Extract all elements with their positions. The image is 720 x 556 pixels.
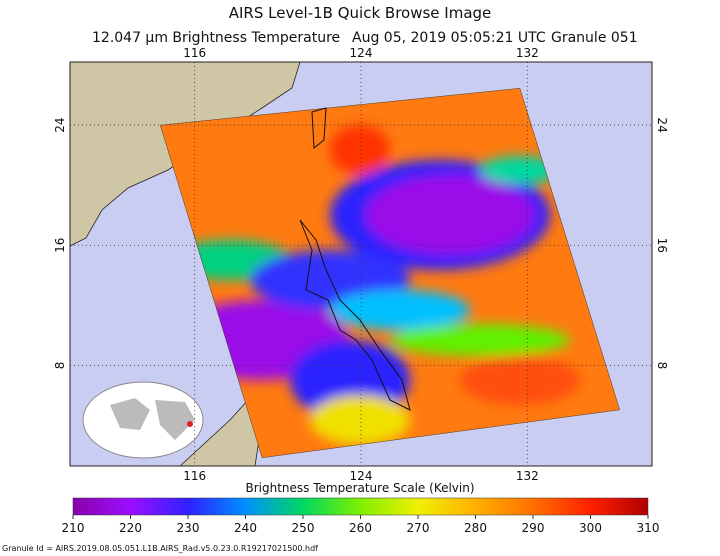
colorbar-tick-label: 220 — [119, 521, 142, 535]
map — [70, 62, 652, 466]
lat-label: 24 — [53, 117, 67, 132]
lon-label: 132 — [516, 46, 539, 60]
inset-globe — [82, 381, 204, 459]
lat-label: 16 — [655, 238, 669, 253]
colorbar-label: Brightness Temperature Scale (Kelvin) — [245, 481, 474, 495]
lat-label: 8 — [53, 362, 67, 370]
quantity: 12.047 µm Brightness Temperature — [92, 30, 340, 46]
footer: Granule Id = AIRS.2019.08.05.051.L1B.AIR… — [2, 544, 318, 553]
lon-label: 124 — [350, 46, 373, 60]
colorbar-tick-label: 280 — [464, 521, 487, 535]
colorbar-tick-label: 260 — [349, 521, 372, 535]
title: AIRS Level-1B Quick Browse Image — [229, 4, 492, 22]
granule: Granule 051 — [551, 30, 638, 46]
lon-label: 116 — [183, 469, 206, 483]
coastline — [299, 107, 411, 411]
lat-label: 8 — [655, 362, 669, 370]
lon-label: 132 — [516, 469, 539, 483]
lat-label: 24 — [655, 117, 669, 132]
datetime: Aug 05, 2019 05:05:21 UTC — [352, 30, 546, 46]
colorbar-tick-label: 230 — [177, 521, 200, 535]
map-frame — [69, 61, 653, 467]
colorbar-tick-label: 310 — [637, 521, 660, 535]
graticule — [70, 62, 652, 466]
lat-label: 16 — [53, 238, 67, 253]
colorbar-tick-label: 300 — [579, 521, 602, 535]
colorbar — [72, 497, 649, 516]
lon-label: 124 — [350, 469, 373, 483]
colorbar-tick-label: 270 — [407, 521, 430, 535]
lon-label: 116 — [183, 46, 206, 60]
colorbar-tick-label: 290 — [522, 521, 545, 535]
colorbar-tick-label: 210 — [62, 521, 85, 535]
colorbar-tick-label: 240 — [234, 521, 257, 535]
colorbar-tick-label: 250 — [292, 521, 315, 535]
